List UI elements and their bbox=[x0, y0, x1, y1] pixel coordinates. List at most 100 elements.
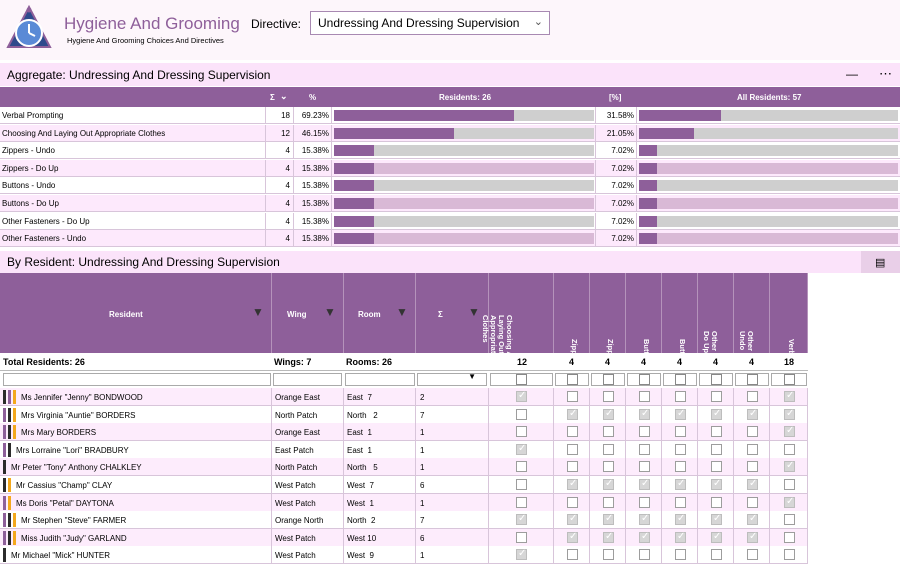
directive-checkbox[interactable] bbox=[711, 408, 722, 420]
directive-checkbox[interactable] bbox=[603, 443, 614, 455]
sigma-filter-input[interactable]: ▼ bbox=[417, 372, 487, 386]
directive-checkbox[interactable] bbox=[639, 461, 650, 473]
directive-checkbox[interactable] bbox=[675, 513, 686, 526]
directive-checkbox[interactable] bbox=[516, 513, 527, 526]
directive-checkbox[interactable] bbox=[603, 391, 614, 402]
directive-checkbox[interactable] bbox=[675, 478, 686, 490]
directive-checkbox[interactable] bbox=[675, 408, 686, 420]
resident-row[interactable]: Mr Michael "Mick" HUNTER West Patch West… bbox=[0, 546, 808, 564]
directive-checkbox[interactable] bbox=[675, 443, 686, 455]
directive-checkbox[interactable] bbox=[567, 531, 578, 543]
more-options-icon[interactable]: ⋯ bbox=[879, 66, 893, 81]
aggregate-row[interactable]: Buttons - Do Up 4 15.38% 7.02% bbox=[0, 195, 900, 212]
directive-checkbox[interactable] bbox=[711, 426, 722, 438]
aggregate-row[interactable]: Choosing And Laying Out Appropriate Clot… bbox=[0, 124, 900, 142]
resident-row[interactable]: Mr Peter "Tony" Anthony CHALKLEY North P… bbox=[0, 458, 808, 477]
aggregate-row[interactable]: Verbal Prompting 18 69.23% 31.58% bbox=[0, 107, 900, 124]
col-header-buttons-doup[interactable]: Buttons - Do Up bbox=[662, 273, 698, 396]
directive-checkbox[interactable] bbox=[567, 443, 578, 455]
resident-filter-input[interactable] bbox=[3, 373, 271, 386]
directive-checkbox[interactable] bbox=[711, 478, 722, 490]
directive-checkbox[interactable] bbox=[711, 531, 722, 543]
directive-checkbox[interactable] bbox=[784, 514, 795, 526]
directive-checkbox[interactable] bbox=[784, 443, 795, 455]
aggregate-row[interactable]: Buttons - Undo 4 15.38% 7.02% bbox=[0, 177, 900, 195]
sort-desc-icon[interactable]: ⌄ bbox=[280, 91, 288, 101]
directive-checkbox[interactable] bbox=[675, 549, 686, 561]
filter-checkbox[interactable] bbox=[711, 374, 722, 385]
directive-checkbox[interactable] bbox=[603, 531, 614, 543]
directive-checkbox[interactable] bbox=[603, 408, 614, 420]
wing-header-cell[interactable]: Wing ▼ bbox=[272, 273, 344, 353]
directive-checkbox[interactable] bbox=[711, 549, 722, 561]
directive-checkbox[interactable] bbox=[747, 408, 758, 420]
directive-checkbox[interactable] bbox=[711, 443, 722, 455]
filter-funnel-icon[interactable]: ▼ bbox=[324, 305, 336, 319]
directive-checkbox[interactable] bbox=[747, 496, 758, 508]
directive-checkbox[interactable] bbox=[567, 391, 578, 402]
resident-row[interactable]: Mrs Virginia "Auntie" BORDERS North Patc… bbox=[0, 405, 808, 424]
resident-row[interactable]: Ms Jennifer "Jenny" BONDWOOD Orange East… bbox=[0, 388, 808, 406]
directive-checkbox[interactable] bbox=[603, 549, 614, 561]
filter-checkbox[interactable] bbox=[675, 374, 686, 385]
aggregate-row[interactable]: Zippers - Undo 4 15.38% 7.02% bbox=[0, 142, 900, 160]
filter-checkbox[interactable] bbox=[603, 374, 614, 385]
filter-funnel-icon[interactable]: ▼ bbox=[252, 305, 264, 319]
directive-checkbox[interactable] bbox=[639, 391, 650, 402]
directive-select[interactable]: Undressing And Dressing Supervision ⌄ bbox=[310, 11, 550, 35]
directive-checkbox[interactable] bbox=[747, 513, 758, 526]
room-filter-input[interactable] bbox=[345, 373, 415, 386]
directive-checkbox[interactable] bbox=[711, 391, 722, 402]
directive-checkbox[interactable] bbox=[675, 391, 686, 402]
directive-checkbox[interactable] bbox=[516, 548, 527, 561]
directive-checkbox[interactable] bbox=[567, 478, 578, 490]
sigma-header-cell[interactable]: Σ ▼ bbox=[416, 273, 489, 353]
directive-checkbox[interactable] bbox=[567, 496, 578, 508]
directive-checkbox[interactable] bbox=[516, 443, 527, 455]
aggregate-row[interactable]: Zippers - Do Up 4 15.38% 7.02% bbox=[0, 159, 900, 177]
directive-checkbox[interactable] bbox=[675, 461, 686, 473]
fasteners-doup-filter[interactable] bbox=[699, 373, 733, 386]
directive-checkbox[interactable] bbox=[516, 531, 527, 543]
aggregate-row[interactable]: Other Fasteners - Do Up 4 15.38% 7.02% bbox=[0, 212, 900, 230]
directive-checkbox[interactable] bbox=[516, 390, 527, 402]
col-header-zippers-doup[interactable]: Zippers - Do Up bbox=[590, 273, 626, 395]
zippers-doup-filter[interactable] bbox=[591, 373, 625, 386]
col-header-fasteners-doup[interactable]: Other Fasteners - Do Up bbox=[698, 273, 734, 393]
resident-row[interactable]: Ms Doris "Petal" DAYTONA West Patch West… bbox=[0, 493, 808, 512]
directive-checkbox[interactable] bbox=[567, 408, 578, 420]
directive-checkbox[interactable] bbox=[639, 496, 650, 508]
directive-checkbox[interactable] bbox=[639, 408, 650, 420]
directive-checkbox[interactable] bbox=[784, 408, 795, 420]
directive-checkbox[interactable] bbox=[747, 531, 758, 543]
directive-checkbox[interactable] bbox=[639, 531, 650, 543]
directive-checkbox[interactable] bbox=[603, 461, 614, 473]
filter-checkbox[interactable] bbox=[747, 374, 758, 385]
directive-checkbox[interactable] bbox=[603, 496, 614, 508]
directive-checkbox[interactable] bbox=[516, 426, 527, 438]
directive-checkbox[interactable] bbox=[747, 549, 758, 561]
filter-checkbox[interactable] bbox=[567, 374, 578, 385]
directive-checkbox[interactable] bbox=[567, 549, 578, 561]
filter-checkbox[interactable] bbox=[516, 374, 527, 385]
directive-checkbox[interactable] bbox=[784, 425, 795, 438]
resident-row[interactable]: Mrs Lorraine "Lori" BRADBURY East Patch … bbox=[0, 440, 808, 459]
directive-checkbox[interactable] bbox=[784, 496, 795, 508]
filter-funnel-icon[interactable]: ▼ bbox=[396, 305, 408, 319]
directive-checkbox[interactable] bbox=[747, 426, 758, 438]
directive-checkbox[interactable] bbox=[567, 426, 578, 438]
directive-checkbox[interactable] bbox=[747, 443, 758, 455]
col-header-fasteners-undo[interactable]: Other Fasteners - Undo bbox=[734, 273, 770, 393]
resident-row[interactable]: Mr Cassius "Champ" CLAY West Patch West … bbox=[0, 476, 808, 494]
col-header-clothes[interactable]: Choosing And Laying Out Appropriate Clot… bbox=[481, 273, 554, 366]
resident-row[interactable]: Mr Stephen "Steve" FARMER Orange North N… bbox=[0, 511, 808, 530]
directive-checkbox[interactable] bbox=[639, 549, 650, 561]
room-header-cell[interactable]: Room ▼ bbox=[344, 273, 416, 353]
directive-checkbox[interactable] bbox=[747, 478, 758, 490]
directive-checkbox[interactable] bbox=[567, 513, 578, 526]
resident-row[interactable]: Mrs Mary BORDERS Orange East East 1 1 bbox=[0, 423, 808, 442]
directive-checkbox[interactable] bbox=[639, 426, 650, 438]
directive-checkbox[interactable] bbox=[603, 478, 614, 490]
minimize-icon[interactable]: — bbox=[846, 67, 858, 81]
directive-checkbox[interactable] bbox=[784, 531, 795, 543]
